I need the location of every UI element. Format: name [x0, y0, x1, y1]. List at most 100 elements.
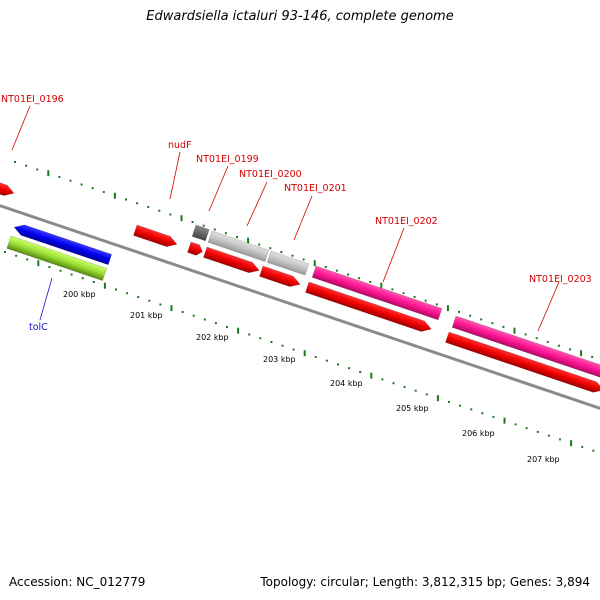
label-NT01EI_0201: NT01EI_0201	[284, 183, 347, 194]
leader-tolC	[39, 277, 53, 321]
tick-mark	[424, 299, 427, 302]
tick-mark	[303, 350, 306, 357]
tick-mark	[459, 404, 462, 407]
tick-mark	[159, 303, 162, 306]
tick-mark	[592, 449, 595, 452]
gene-NT01EI_0199-arrow	[191, 224, 210, 242]
gene-NT01EI_0201-arrow	[266, 250, 310, 276]
gene-red-lower-3	[259, 265, 301, 287]
tick-mark	[181, 311, 184, 313]
tick-mark	[402, 292, 405, 295]
gene-red-lower-2	[203, 246, 260, 274]
genome-backbone	[0, 204, 600, 410]
tick-mark	[113, 192, 116, 199]
tick-mark	[14, 161, 16, 163]
tick-mark	[370, 372, 373, 379]
tick-mark	[535, 337, 538, 340]
kbp-label-203: 203 kbp	[263, 355, 296, 364]
tick-mark	[325, 359, 328, 362]
tick-mark	[524, 333, 527, 336]
tick-mark	[15, 254, 18, 257]
tick-mark	[414, 389, 417, 392]
tick-mark	[247, 237, 250, 244]
tick-mark	[302, 258, 305, 261]
tick-mark	[224, 232, 227, 235]
tick-mark	[570, 440, 573, 447]
tick-mark	[436, 395, 439, 402]
kbp-labels: 200 kbp 201 kbp 202 kbp 203 kbp 204 kbp …	[63, 290, 560, 464]
tick-mark	[202, 224, 205, 227]
tick-mark	[191, 221, 194, 223]
leader-NT01EI_0203	[537, 281, 560, 332]
kbp-label-202: 202 kbp	[196, 333, 229, 342]
tick-mark	[203, 318, 206, 321]
gene-NT01EI_0196-arrow	[0, 179, 15, 196]
tick-mark	[137, 296, 140, 298]
gene-red-lower-1	[187, 241, 203, 256]
gene-NT01EI_0203-arrow	[451, 315, 600, 379]
tick-mark	[147, 206, 150, 208]
tick-mark	[281, 344, 284, 347]
upper-tick-ruler	[14, 161, 594, 358]
tick-mark	[292, 348, 295, 351]
label-NT01EI_0196: NT01EI_0196	[1, 94, 64, 105]
tick-mark	[25, 164, 28, 167]
tick-mark	[280, 251, 283, 253]
tick-mark	[170, 305, 173, 312]
tick-mark	[470, 408, 473, 411]
kbp-label-207: 207 kbp	[527, 455, 560, 464]
tick-mark	[248, 333, 251, 336]
tick-mark	[226, 326, 228, 328]
tick-mark	[348, 367, 351, 370]
tick-mark	[269, 247, 272, 250]
tick-mark	[270, 341, 273, 343]
tick-mark	[513, 327, 516, 334]
tick-mark	[169, 213, 172, 216]
tick-mark	[591, 355, 594, 358]
tick-mark	[369, 281, 372, 283]
tick-mark	[213, 228, 216, 231]
tick-mark	[324, 266, 327, 268]
gene-features	[0, 179, 600, 393]
tick-mark	[291, 254, 294, 257]
label-tolC: tolC	[29, 322, 48, 333]
leader-NT01EI_0200	[246, 181, 268, 227]
leader-NT01EI_0202	[382, 227, 405, 283]
tick-mark	[469, 314, 472, 317]
tick-mark	[491, 322, 494, 325]
tick-mark	[435, 303, 438, 306]
tick-mark	[48, 266, 51, 268]
leader-NT01EI_0196	[11, 105, 31, 151]
label-leaders	[11, 105, 560, 332]
label-NT01EI_0200: NT01EI_0200	[239, 169, 302, 180]
tick-mark	[148, 299, 151, 302]
tick-mark	[103, 282, 106, 289]
tick-mark	[58, 176, 61, 178]
gene-tolC-arrow	[6, 235, 108, 281]
kbp-label-201: 201 kbp	[130, 311, 163, 320]
tick-mark	[458, 310, 460, 313]
tick-mark	[26, 258, 29, 261]
tick-mark	[4, 251, 6, 253]
genome-summary-text: Topology: circular; Length: 3,812,315 bp…	[260, 575, 590, 589]
tick-mark	[36, 168, 39, 171]
map-title: Edwardsiella ictaluri 93-146, complete g…	[146, 9, 454, 24]
tick-mark	[503, 417, 506, 424]
tick-mark	[102, 191, 105, 193]
tick-mark	[403, 385, 406, 388]
gene-NT01EI_0202-arrow	[311, 265, 443, 321]
tick-mark	[91, 187, 94, 190]
gene-labels: NT01EI_0196 nudF NT01EI_0199 NT01EI_0200…	[1, 94, 592, 333]
tick-mark	[480, 318, 483, 321]
label-NT01EI_0202: NT01EI_0202	[375, 216, 438, 227]
tick-mark	[381, 378, 384, 381]
tick-mark	[525, 427, 528, 430]
tick-mark	[258, 243, 261, 246]
label-NT01EI_0199: NT01EI_0199	[196, 154, 259, 165]
tick-mark	[80, 183, 83, 186]
gene-nudF-arrow	[133, 224, 178, 247]
accession-text: Accession: NC_012779	[9, 575, 146, 589]
tick-mark	[81, 277, 84, 280]
tick-mark	[492, 415, 495, 418]
